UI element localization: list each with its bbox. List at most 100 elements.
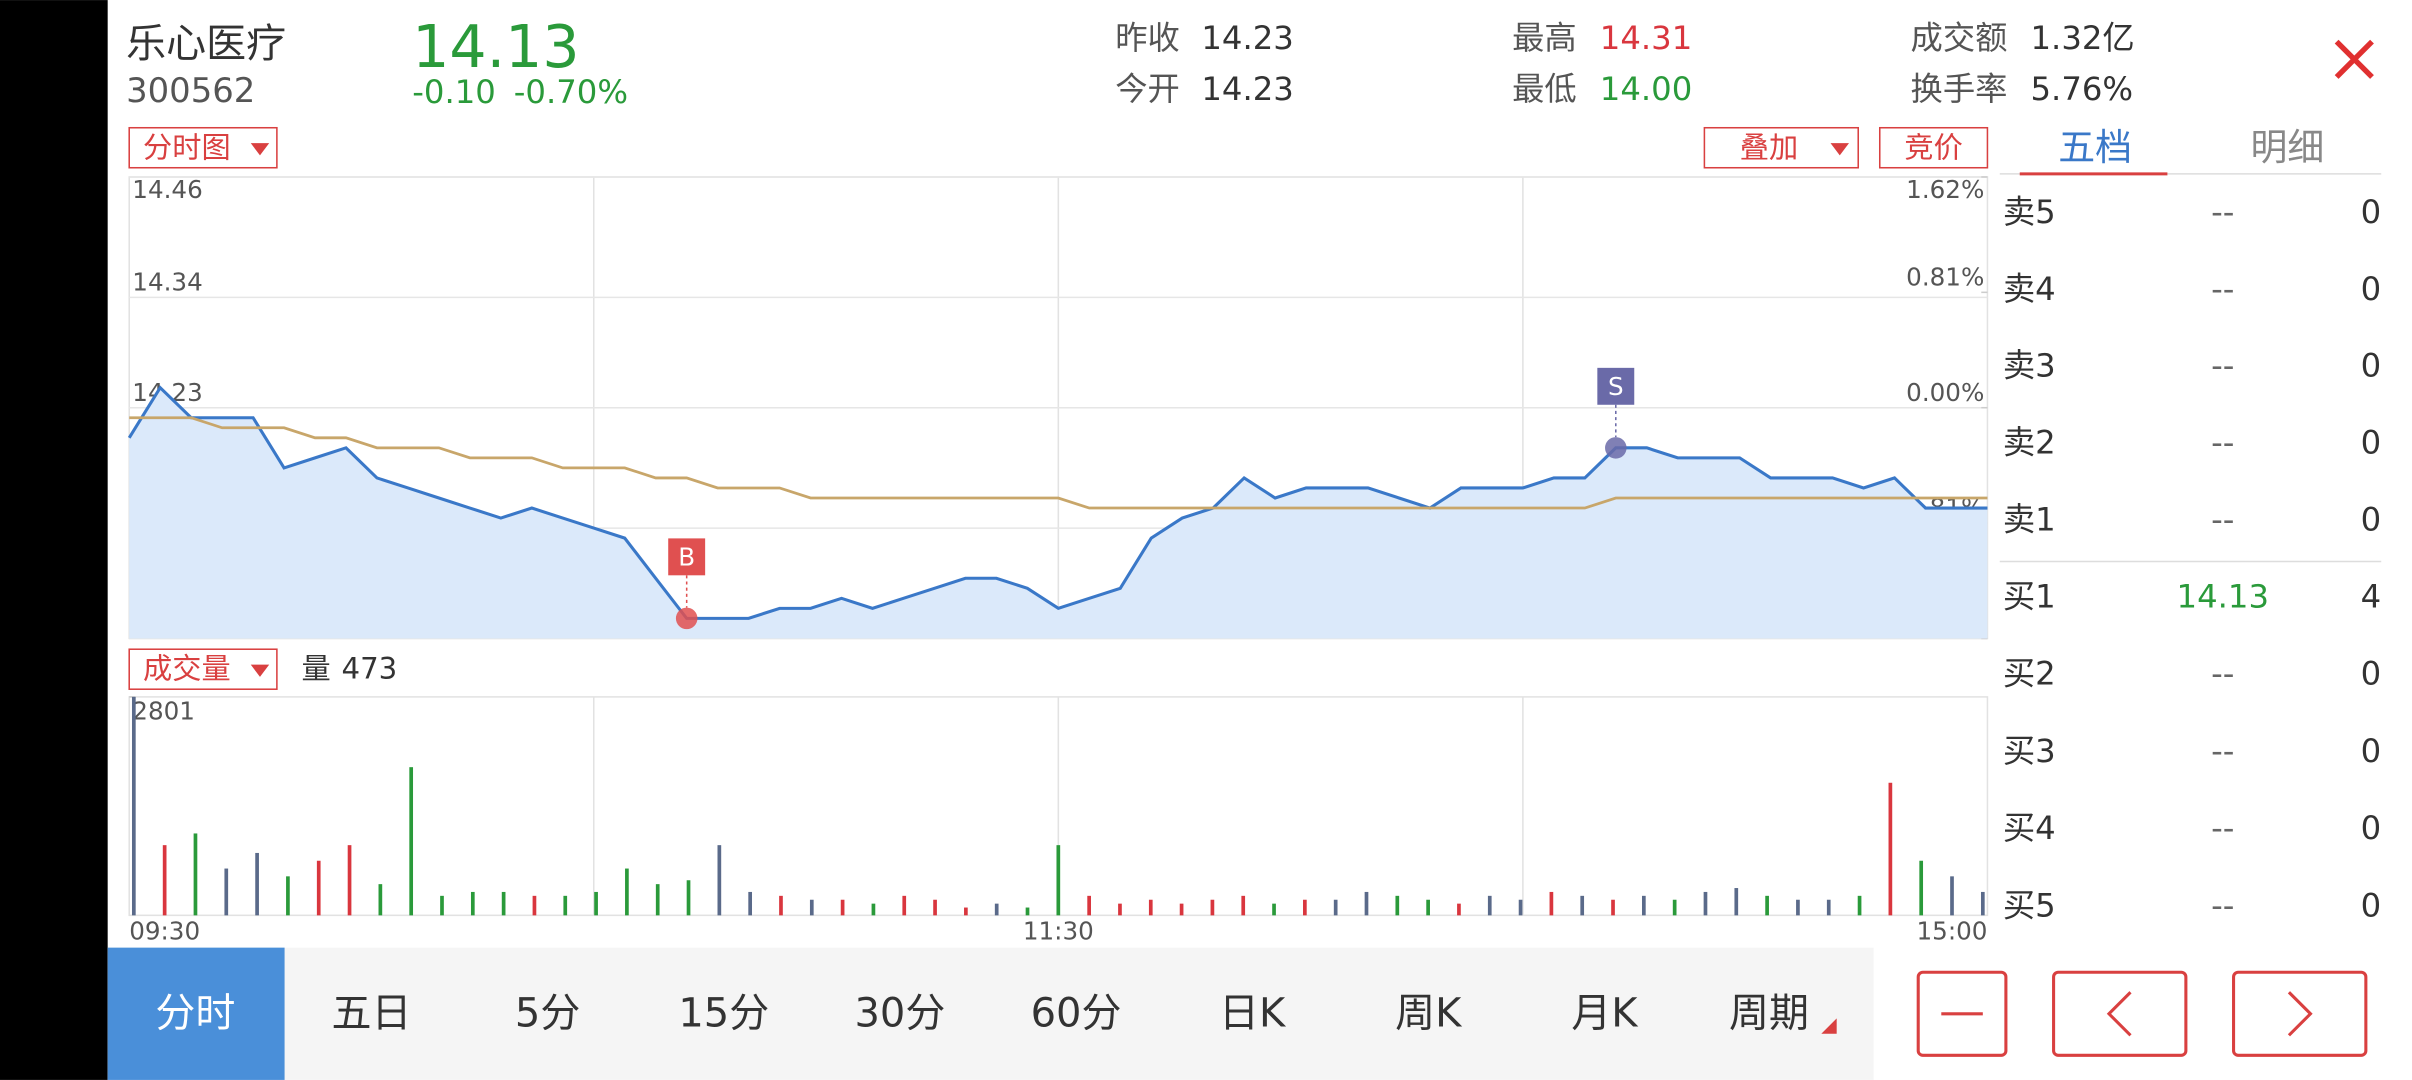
book-volume: 0 [2361,809,2382,847]
volume-bar [1272,903,1276,916]
chart-mode-button[interactable]: 分时图 [128,126,278,169]
volume-bar [902,895,907,916]
period-tab[interactable]: 30分 [854,990,945,1036]
stat-label: 成交额 [1911,19,2008,57]
zoom-out-button[interactable] [1916,970,2008,1057]
volume-bar [1056,845,1061,916]
period-tab[interactable]: 60分 [1031,990,1122,1036]
volume-bar [748,891,753,916]
volume-bar [1826,899,1831,916]
book-price: -- [2211,501,2234,539]
book-volume: 0 [2361,270,2382,308]
period-tab[interactable]: 日K [1219,990,1287,1036]
active-tab-bg [107,947,285,1080]
book-label: 卖3 [2003,347,2056,385]
x-tick-label: 15:00 [1917,916,1988,945]
volume-bar [1549,891,1554,916]
volume-bar [1364,891,1369,916]
book-volume: 0 [2361,655,2382,693]
period-tab[interactable]: 5分 [515,990,580,1036]
volume-bar [1395,895,1400,916]
stock-code: 300562 [126,71,255,110]
indicator-button[interactable]: 成交量 [128,648,278,690]
volume-bar [378,884,383,916]
book-volume: 0 [2361,193,2382,231]
stat-value: 14.31 [1600,19,1692,57]
stat-label: 换手率 [1911,70,2008,108]
book-price: -- [2211,347,2234,385]
signal-box [1597,367,1635,405]
auction-label: 竞价 [1904,130,1962,164]
stat-label: 最高 [1512,19,1577,57]
tab-five[interactable]: 五档 [2058,126,2132,169]
volume-bar [625,868,629,916]
volume-bar [1734,888,1739,916]
volume-bar [840,899,845,916]
book-price: -- [2211,193,2234,231]
stat-value: 14.00 [1600,70,1692,108]
stat-label: 昨收 [1115,19,1180,57]
period-tab[interactable]: 周K [1395,990,1463,1036]
y-tick-label: 14.46 [132,175,202,204]
stat-value: 14.23 [1201,19,1293,57]
period-tab[interactable]: 五日 [331,990,411,1036]
book-volume: 0 [2361,886,2382,924]
stat-value: 14.23 [1201,70,1293,108]
period-tab[interactable]: 月K [1571,990,1639,1036]
volume-bar [1426,899,1430,916]
book-label: 买3 [2003,732,2056,770]
volume-bar [655,884,660,916]
y-tick-label: 14.34 [132,268,202,297]
stat-label: 今开 [1115,70,1180,108]
volume-bar [286,876,290,916]
y2-tick-label: 1.62% [1906,175,1984,204]
overlay-button[interactable]: 叠加 [1703,126,1859,169]
book-volume: 0 [2361,424,2382,462]
volume-bar [131,696,136,916]
signal-label: B [678,542,695,571]
signal-dot [675,607,698,630]
period-tab[interactable]: 15分 [678,990,769,1036]
prev-button[interactable] [2052,970,2188,1057]
volume-label: 量 [301,652,330,686]
book-volume: 0 [2361,501,2382,539]
volume-bar [717,845,722,916]
volume-bar [1980,891,1985,916]
left-bezel [0,0,108,1080]
volume-bar [193,833,198,916]
volume-bar [809,899,814,916]
volume-bar [1888,782,1893,916]
signal-label: S [1608,372,1624,401]
next-button[interactable] [2232,970,2368,1057]
volume-bar [563,895,568,916]
auction-button[interactable]: 竞价 [1878,126,1989,169]
stock-name: 乐心医疗 [126,21,286,67]
overlay-label: 叠加 [1740,130,1798,164]
close-button[interactable] [2334,39,2374,79]
book-volume: 0 [2361,347,2382,385]
volume-bar [594,891,598,916]
book-price: -- [2211,809,2234,847]
volume-bar [1611,899,1615,916]
stat-value: 5.76% [2031,70,2134,108]
volume-bar [1087,895,1091,916]
period-tab[interactable]: 分时 [155,990,235,1036]
bottom-bar [107,947,1874,1080]
volume-bar [994,903,999,916]
volume-bar [1919,860,1924,916]
volume-bar [1518,899,1523,916]
volume-bar [347,845,352,916]
tab-detail[interactable]: 明细 [2250,126,2324,169]
period-tab[interactable]: 周期 [1729,990,1809,1036]
volume-bar [1179,903,1184,916]
volume-bar [1025,907,1030,916]
volume-bar [1950,876,1954,916]
book-label: 买1 [2003,577,2056,615]
stat-value: 1.32亿 [2031,19,2135,57]
volume-bar [1241,895,1246,916]
book-price: -- [2211,655,2234,693]
volume-bar [532,895,537,916]
volume-bar [1457,903,1461,916]
volume-bar [1765,895,1769,916]
